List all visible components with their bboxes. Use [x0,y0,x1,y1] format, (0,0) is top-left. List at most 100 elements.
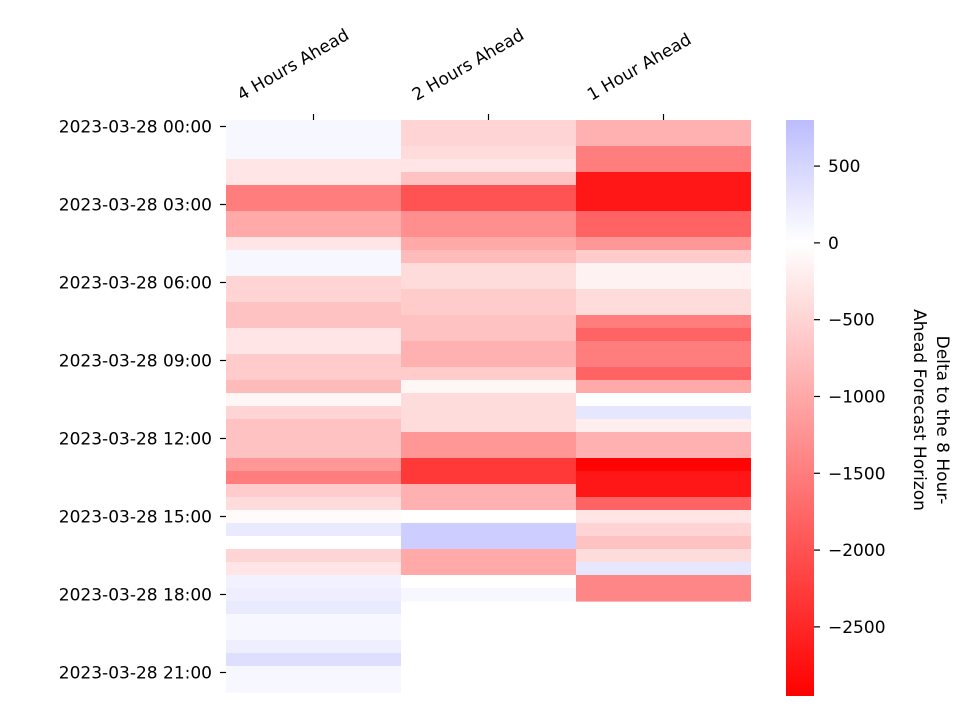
heatmap-cell [226,536,401,550]
heatmap-cell [576,315,751,329]
heatmap-cell [226,640,401,654]
colorbar-tick-label: 500 [828,157,860,177]
heatmap-cell [226,666,401,680]
heatmap-cell [226,341,401,355]
heatmap-cell [576,497,751,511]
row-label: 2023-03-28 06:00 [59,274,212,294]
heatmap-cell [401,484,576,498]
heatmap-cell [576,185,751,199]
heatmap-cell [226,289,401,303]
heatmap-cell [401,328,576,342]
heatmap-cell [401,341,576,355]
heatmap-cell [401,419,576,433]
heatmap-cell [401,510,576,524]
heatmap-cell [576,471,751,485]
row-label: 2023-03-28 00:00 [59,118,212,138]
heatmap-cell [226,224,401,238]
heatmap-cell [576,120,751,134]
heatmap-cell [226,601,401,615]
heatmap-cell [401,523,576,537]
colorbar-tick-label: −2000 [828,541,886,561]
heatmap-cell [401,159,576,173]
colorbar-tick-label: 0 [828,234,839,254]
heatmap-cell [576,133,751,147]
column-label: 4 Hours Ahead [234,25,353,105]
heatmap-cell [401,250,576,264]
heatmap-cell [226,588,401,602]
heatmap-cell [226,185,401,199]
column-label: 1 Hour Ahead [584,30,695,106]
colorbar-label-line-2: Ahead Forecast Horizon [909,309,929,511]
heatmap-cell [401,432,576,446]
heatmap-cell [226,211,401,225]
heatmap-cell [401,198,576,212]
row-label: 2023-03-28 03:00 [59,196,212,216]
heatmap-cell [226,315,401,329]
heatmap-cell [576,172,751,186]
heatmap-cell [576,393,751,407]
heatmap-cell [401,302,576,316]
heatmap-cell [226,419,401,433]
heatmap-cell [576,419,751,433]
colorbar [786,120,814,696]
heatmap-cells [226,120,751,693]
heatmap-cell [401,445,576,459]
heatmap-cell [576,354,751,368]
heatmap-cell [576,575,751,589]
colorbar-tick-label: −1500 [828,464,886,484]
heatmap-cell [226,120,401,134]
heatmap-cell [401,458,576,472]
heatmap-cell [576,445,751,459]
heatmap-cell [576,237,751,251]
colorbar-tick-label: −1000 [828,387,886,407]
heatmap-cell [226,328,401,342]
heatmap-cell [401,562,576,576]
heatmap-cell [401,536,576,550]
heatmap-cell [401,211,576,225]
heatmap-cell [226,471,401,485]
row-label: 2023-03-28 12:00 [59,430,212,450]
heatmap-cell [226,549,401,563]
heatmap-cell [576,224,751,238]
heatmap-cell [226,510,401,524]
row-labels: 2023-03-28 00:00 2023-03-28 03:00 2023-03-… [59,118,226,684]
heatmap-cell [226,679,401,693]
heatmap-cell [401,471,576,485]
heatmap-cell [226,575,401,589]
heatmap-cell [401,289,576,303]
heatmap-cell [226,497,401,511]
heatmap-cell [401,263,576,277]
heatmap-cell [226,458,401,472]
heatmap-cell [226,159,401,173]
heatmap-cell [401,354,576,368]
heatmap-cell [576,341,751,355]
heatmap-cell [226,393,401,407]
heatmap-cell [576,432,751,446]
heatmap-cell [226,380,401,394]
colorbar-tick-label: −500 [828,311,875,331]
heatmap-cell [401,406,576,420]
heatmap-cell [576,276,751,290]
heatmap-cell [226,445,401,459]
heatmap-cell [401,549,576,563]
heatmap-cell [226,653,401,667]
heatmap-cell [401,224,576,238]
heatmap-cell [576,289,751,303]
row-label: 2023-03-28 18:00 [59,586,212,606]
heatmap-cell [576,198,751,212]
colorbar-tick-label: −2500 [828,618,886,638]
heatmap-cell [576,211,751,225]
row-label: 2023-03-28 21:00 [59,664,212,684]
heatmap-cell [576,510,751,524]
heatmap-cell [576,406,751,420]
heatmap-cell [226,146,401,160]
colorbar-label-line-1: Delta to the 8 Hour- [932,336,952,505]
heatmap-cell [576,328,751,342]
heatmap-cell [226,276,401,290]
heatmap-cell [226,484,401,498]
row-label: 2023-03-28 15:00 [59,508,212,528]
column-labels: 4 Hours Ahead 2 Hours Ahead 1 Hour Ahead [234,25,695,120]
colorbar-ticks: 500 0 −500 −1000 −1500 −2000 −2500 [814,157,886,638]
heatmap-cell [576,146,751,160]
